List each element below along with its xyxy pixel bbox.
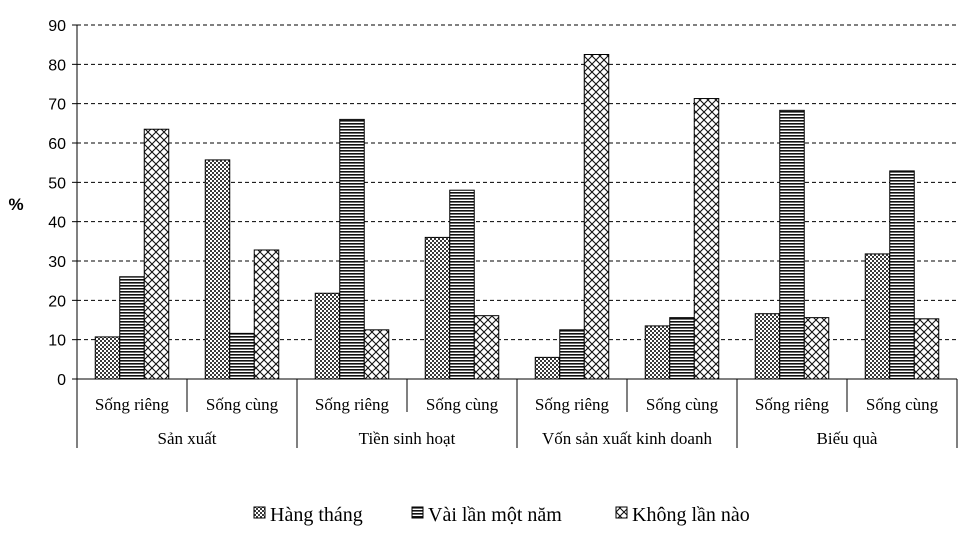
x-group-label: Tiền sinh hoạt	[359, 429, 456, 448]
y-tick-label: 0	[57, 372, 66, 389]
x-group-label: Biếu quà	[817, 429, 878, 448]
x-category-label: Sống cùng	[206, 395, 279, 414]
bar-dots	[864, 253, 891, 380]
bar-dots	[204, 159, 231, 380]
y-tick-label: 80	[48, 57, 66, 74]
x-group-label: Sản xuất	[157, 429, 216, 448]
bar-horizontal-lines	[559, 329, 585, 380]
legend-label: Không lần nào	[632, 504, 750, 526]
legend-swatch-crosshatch	[615, 506, 628, 519]
x-group-label: Vốn sản xuất kinh doanh	[542, 429, 712, 448]
bar-horizontal-lines	[339, 118, 365, 380]
y-tick-label: 60	[48, 136, 66, 153]
legend-swatch-dots	[253, 506, 266, 519]
bar-crosshatch	[363, 329, 390, 380]
bar-crosshatch	[693, 98, 720, 380]
bars	[94, 54, 940, 380]
y-tick-label: 50	[48, 175, 66, 192]
x-category-label: Sống riêng	[755, 395, 830, 414]
bar-dots	[534, 356, 561, 380]
bar-crosshatch	[253, 249, 280, 380]
y-tick-label: 40	[48, 215, 66, 232]
x-category-label: Sống riêng	[315, 395, 390, 414]
legend: Hàng tháng Vài lần một năm Không lần nào	[253, 504, 750, 526]
legend-swatch-horizontal-lines	[411, 506, 424, 519]
bar-horizontal-lines	[449, 189, 475, 380]
x-category-label: Sống riêng	[535, 395, 610, 414]
bar-crosshatch	[803, 317, 830, 380]
bar-dots	[644, 325, 671, 380]
bar-horizontal-lines	[119, 276, 145, 380]
bar-crosshatch	[143, 128, 170, 380]
bar-crosshatch	[913, 318, 940, 380]
bar-dots	[314, 292, 341, 380]
x-category-label: Sống riêng	[95, 395, 170, 414]
bar-dots	[94, 336, 121, 380]
x-category-label: Sống cùng	[646, 395, 719, 414]
y-tick-label: 20	[48, 293, 66, 310]
legend-label: Vài lần một năm	[428, 504, 562, 526]
bar-dots	[424, 236, 451, 380]
bar-horizontal-lines	[669, 317, 695, 380]
bar-dots	[754, 313, 781, 380]
bar-horizontal-lines	[229, 332, 255, 380]
y-tick-label: 70	[48, 97, 66, 114]
y-tick-label: 10	[48, 333, 66, 350]
legend-label: Hàng tháng	[270, 504, 363, 526]
axes	[72, 24, 958, 448]
bar-horizontal-lines	[779, 109, 805, 380]
bar-crosshatch	[473, 315, 500, 380]
bar-crosshatch	[583, 54, 610, 380]
x-category-label: Sống cùng	[866, 395, 939, 414]
y-tick-label: 90	[48, 18, 66, 35]
bar-horizontal-lines	[889, 170, 915, 380]
y-axis-label: %	[8, 195, 23, 214]
axis-labels: 0 10 20 30 40 50 60 70 80 90% Sống riêng Sống cùng S…	[8, 18, 938, 448]
x-category-label: Sống cùng	[426, 395, 499, 414]
y-tick-label: 30	[48, 254, 66, 271]
